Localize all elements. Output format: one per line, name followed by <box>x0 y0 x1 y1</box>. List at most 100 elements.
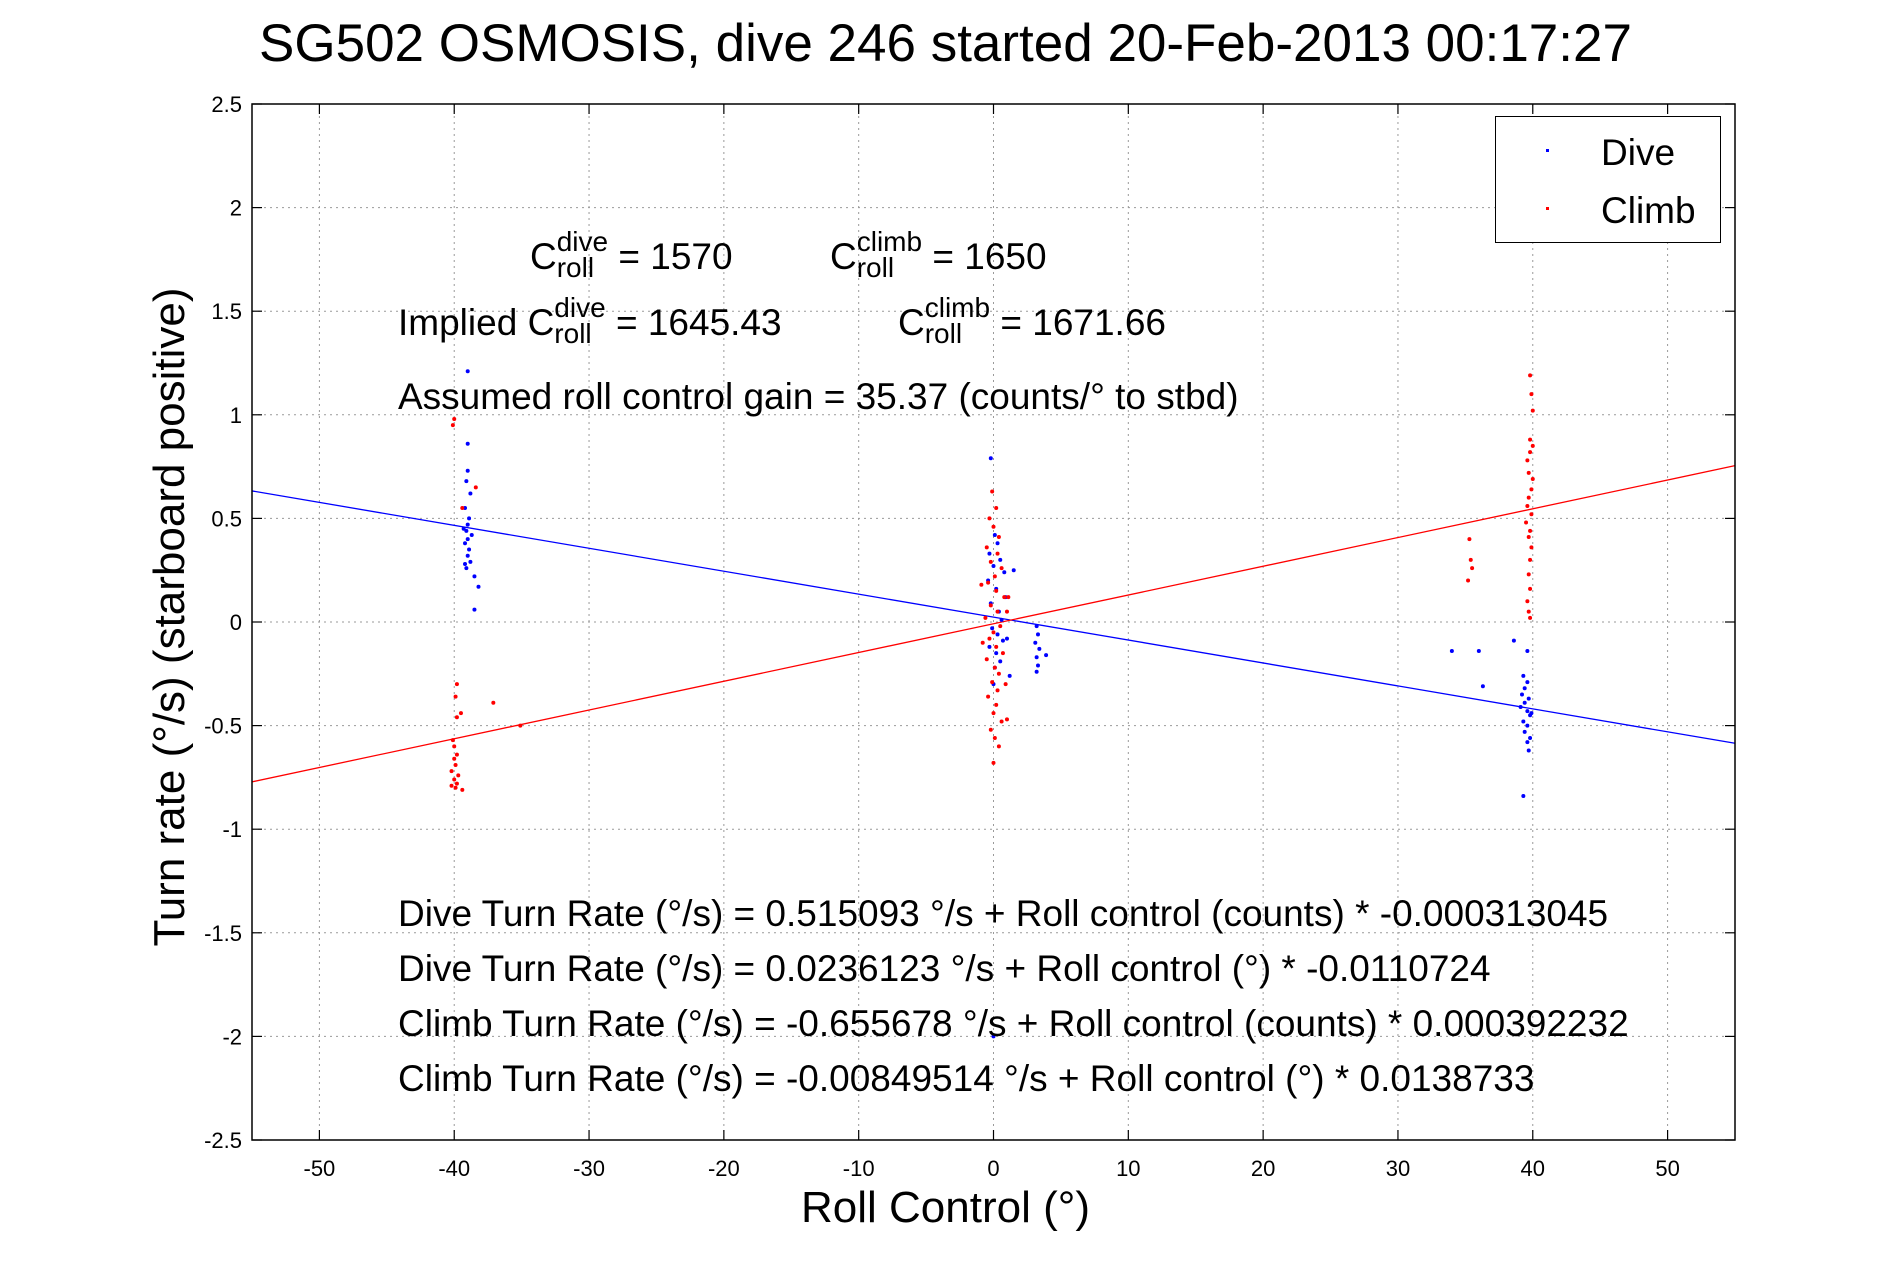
data-point <box>1511 638 1516 643</box>
data-point <box>999 719 1004 724</box>
data-point <box>994 506 999 511</box>
data-point <box>986 580 991 585</box>
data-point <box>988 603 993 608</box>
data-point <box>1004 717 1009 722</box>
data-point <box>1530 477 1535 482</box>
data-point <box>998 624 1003 629</box>
data-point <box>988 727 993 732</box>
croll-sub-4: roll <box>924 318 963 349</box>
data-point <box>1002 595 1007 600</box>
croll-climb-sup: climb <box>856 226 923 257</box>
data-point <box>1525 599 1530 604</box>
data-point <box>491 700 496 705</box>
legend-item-climb: Climb <box>1496 186 1720 236</box>
data-point <box>1530 443 1535 448</box>
data-point <box>996 671 1001 676</box>
data-point <box>1526 535 1531 540</box>
data-point <box>1525 740 1530 745</box>
data-point <box>996 535 1001 540</box>
data-point <box>998 659 1003 664</box>
data-point <box>452 777 457 782</box>
data-point <box>992 532 997 537</box>
data-point <box>460 787 465 792</box>
data-point <box>476 584 481 589</box>
data-point <box>1468 557 1473 562</box>
y-tick-label: -0.5 <box>204 714 242 739</box>
legend-label-climb: Climb <box>1601 190 1696 231</box>
data-point <box>454 682 459 687</box>
data-point <box>1518 704 1523 709</box>
data-point <box>467 516 472 521</box>
data-point <box>1522 729 1527 734</box>
legend-marker-dive <box>1546 149 1549 152</box>
y-tick-label: 2 <box>230 196 242 221</box>
data-point <box>1528 528 1533 533</box>
data-point <box>453 694 458 699</box>
y-tick-label: -1 <box>222 817 242 842</box>
data-point <box>1470 566 1475 571</box>
data-point <box>1521 673 1526 678</box>
data-point <box>463 541 468 546</box>
data-point <box>999 566 1004 571</box>
data-point <box>1526 748 1531 753</box>
data-point <box>465 553 470 558</box>
data-point <box>450 423 455 428</box>
data-point <box>472 574 477 579</box>
data-point <box>1529 711 1534 716</box>
equation-climb-counts: Climb Turn Rate (°/s) = -0.655678 °/s + … <box>398 1003 1629 1044</box>
data-point <box>452 416 457 421</box>
data-point <box>991 711 996 716</box>
data-point <box>1529 392 1534 397</box>
data-point <box>1480 684 1485 689</box>
data-point <box>1526 696 1531 701</box>
data-point <box>1006 595 1011 600</box>
croll-sub: roll <box>556 252 595 283</box>
data-point <box>979 582 984 587</box>
fit-line <box>251 490 1736 744</box>
equation-dive-counts: Dive Turn Rate (°/s) = 0.515093 °/s + Ro… <box>398 893 1609 934</box>
implied-climb-value: = 1671.66 <box>1000 301 1166 343</box>
x-tick-label: 0 <box>987 1156 999 1181</box>
data-point <box>1007 673 1012 678</box>
croll-sub-2: roll <box>856 252 895 283</box>
data-point <box>469 532 474 537</box>
data-point <box>987 644 992 649</box>
data-point <box>464 479 469 484</box>
data-point <box>463 561 468 566</box>
data-point <box>1000 651 1005 656</box>
data-point <box>1466 578 1471 583</box>
data-point <box>1033 640 1038 645</box>
data-point <box>1528 437 1533 442</box>
data-point <box>465 369 470 374</box>
data-point <box>991 1034 996 1039</box>
data-point <box>1004 636 1009 641</box>
data-point <box>1528 615 1533 620</box>
x-tick-label: 20 <box>1251 1156 1275 1181</box>
data-point <box>1000 638 1005 643</box>
x-tick-label: 30 <box>1386 1156 1410 1181</box>
data-point <box>994 644 999 649</box>
data-point <box>472 607 477 612</box>
data-point <box>980 640 985 645</box>
data-point <box>449 769 454 774</box>
data-point <box>1525 680 1530 685</box>
data-point <box>996 744 1001 749</box>
data-point <box>1528 557 1533 562</box>
data-point <box>452 756 457 761</box>
implied-climb-sup: climb <box>924 292 991 323</box>
croll-symbol-3: C <box>527 301 555 343</box>
data-point <box>1524 520 1529 525</box>
data-point <box>1526 495 1531 500</box>
data-point <box>984 545 989 550</box>
data-point <box>465 537 470 542</box>
data-point <box>473 485 478 490</box>
y-tick-label: 0 <box>230 610 242 635</box>
data-point <box>449 783 454 788</box>
croll-sub-3: roll <box>554 318 592 349</box>
data-point <box>1449 649 1454 654</box>
data-point <box>467 547 472 552</box>
data-point <box>992 574 997 579</box>
implied-prefix: Implied <box>398 301 518 343</box>
